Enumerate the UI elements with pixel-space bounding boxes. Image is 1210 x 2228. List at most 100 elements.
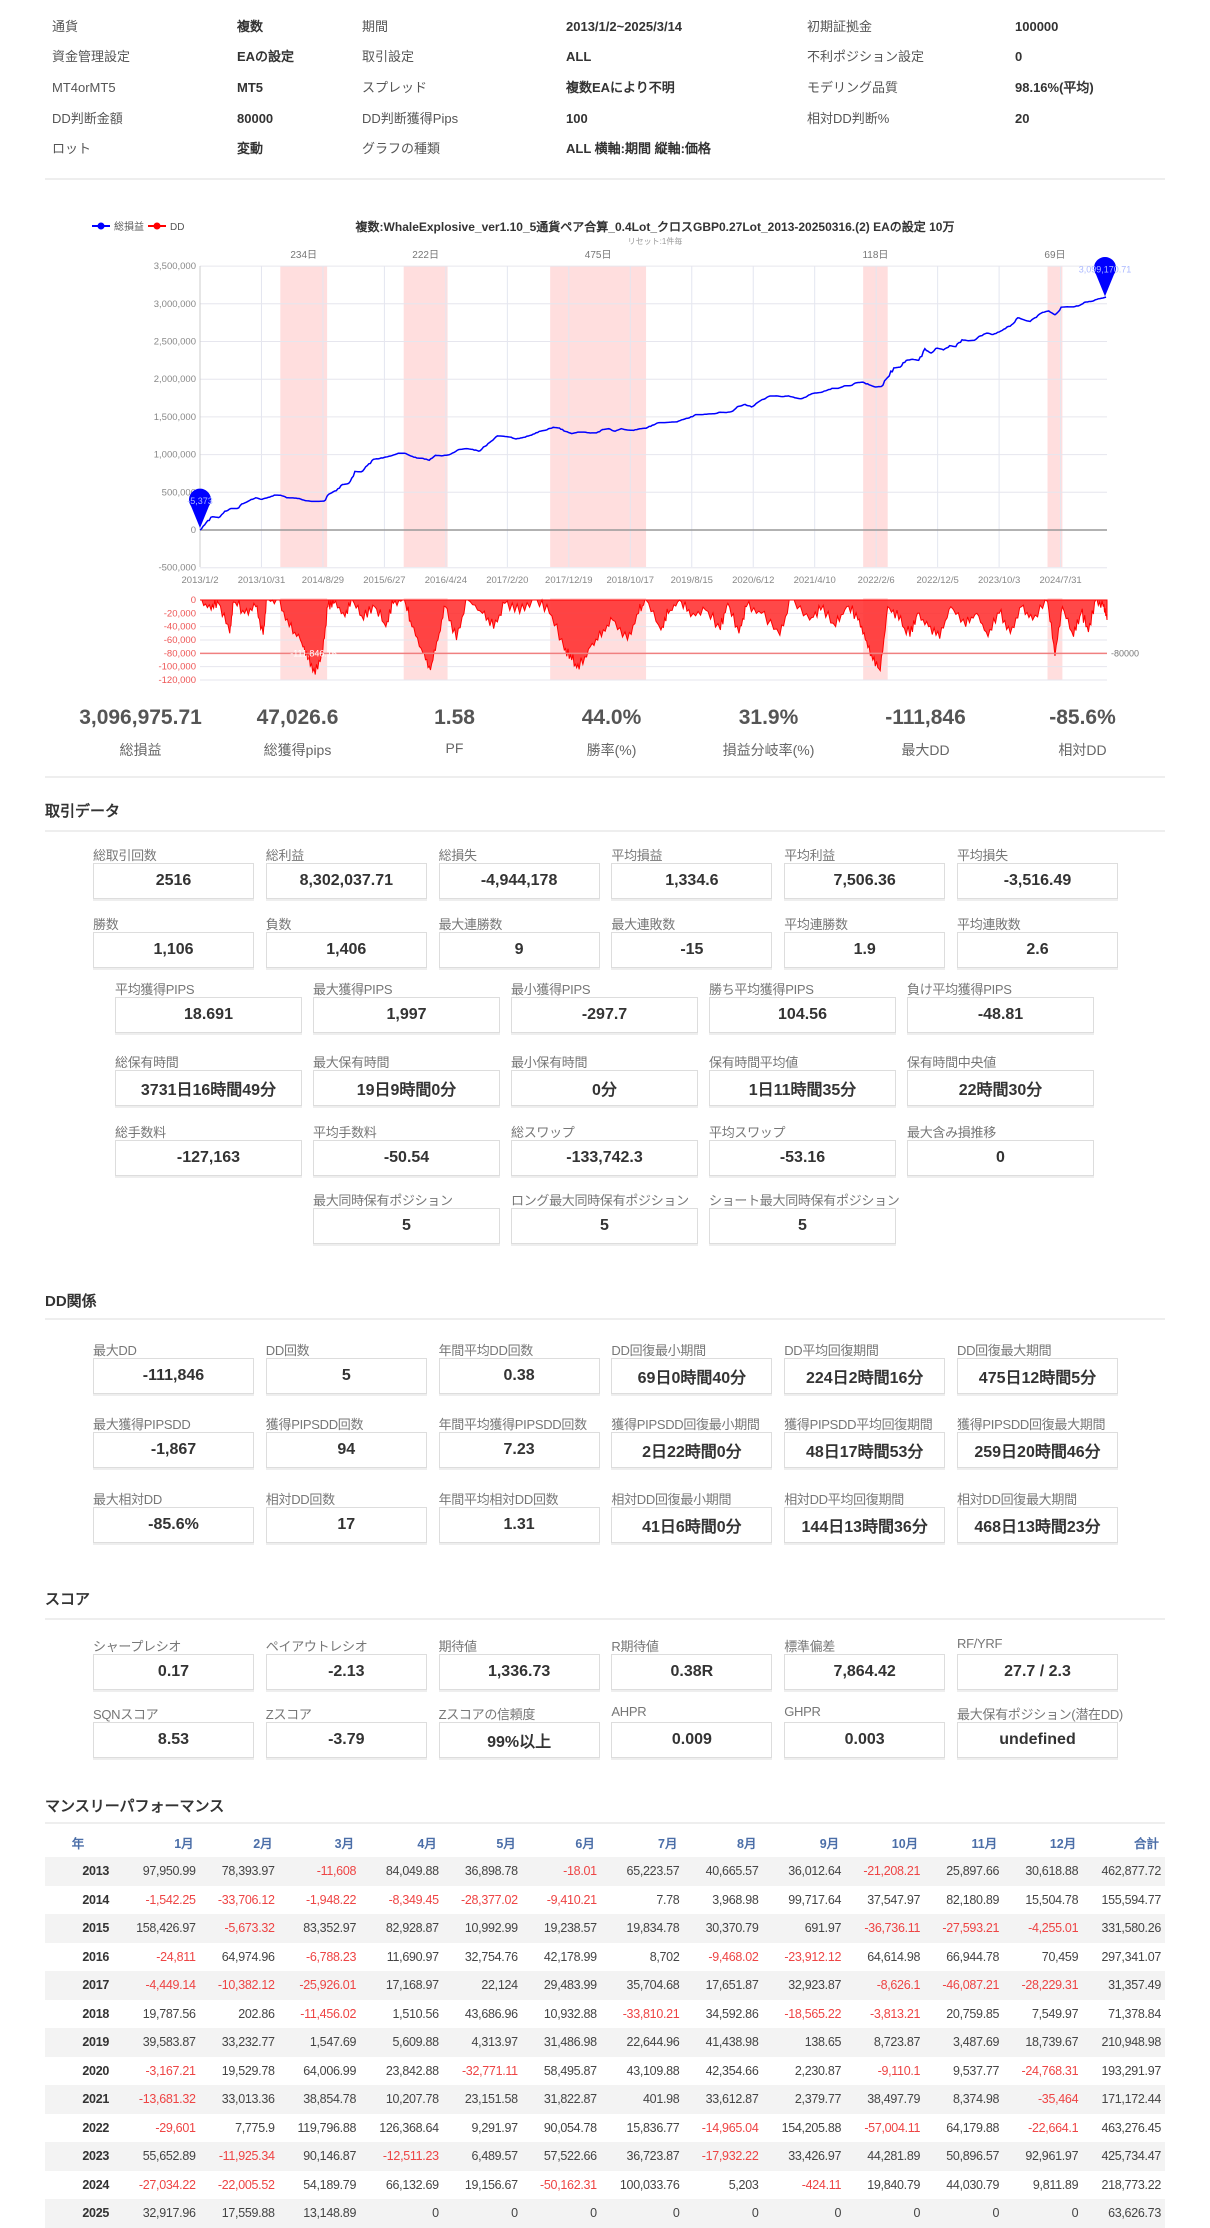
x-tick-label: 2023/10/3 — [978, 575, 1020, 586]
stat-value: 2日22時間0分 — [611, 1432, 773, 1468]
setting-label: ロット — [52, 141, 92, 156]
month-value-cell: -27,593.21 — [924, 1914, 1004, 1943]
column-header: 3月 — [334, 1836, 355, 1851]
month-value-cell: 0 — [521, 2199, 601, 2228]
x-tick-label: 2020/6/12 — [732, 575, 774, 586]
summary-item: 44.0% 勝率(%) — [533, 706, 690, 760]
month-value-cell: 119,796.88 — [297, 2120, 357, 2135]
month-value-cell: -22,005.52 — [217, 2177, 275, 2192]
year-cell: 2016 — [82, 1949, 109, 1964]
y-tick-label: 3,000,000 — [154, 299, 196, 310]
month-value-cell: 23,842.88 — [385, 2063, 439, 2078]
stat-value: 5 — [313, 1208, 500, 1244]
stat-label: 最大連勝数 — [438, 917, 503, 932]
month-value-cell: 44,030.79 — [946, 2177, 1000, 2192]
month-value-cell: 425,734.47 — [1082, 2142, 1165, 2171]
month-value-cell: -24,768.31 — [1021, 2063, 1079, 2078]
stat-value: -15 — [611, 932, 773, 968]
month-value-cell: 171,172.44 — [1082, 2085, 1165, 2114]
month-value-cell: 7,549.97 — [1031, 2006, 1079, 2021]
month-value-cell: 42,178.99 — [543, 1949, 597, 1964]
setting-value: 20 — [1015, 111, 1030, 126]
month-value-cell: 55,652.89 — [117, 2142, 200, 2171]
x-tick-label: 2018/10/17 — [607, 575, 655, 586]
column-header: 9月 — [819, 1836, 840, 1851]
year-cell: 2022 — [82, 2120, 109, 2135]
stat-value: -2.13 — [265, 1654, 427, 1690]
month-value-cell: 43,109.88 — [626, 2063, 680, 2078]
stat-value: 8.53 — [93, 1722, 254, 1758]
stat-label: 平均手数料 — [313, 1125, 377, 1140]
month-value-cell: 39,583.87 — [117, 2028, 200, 2057]
stat-value: -127,163 — [115, 1140, 302, 1176]
stat-value: 22時間30分 — [907, 1070, 1094, 1106]
month-value-cell: 90,054.78 — [543, 2120, 597, 2135]
y-tick-label: 2,000,000 — [154, 374, 196, 385]
stat-value: -1,867 — [93, 1432, 254, 1468]
column-header: 8月 — [737, 1836, 757, 1851]
column-header: 4月 — [417, 1836, 437, 1851]
month-value-cell: -4,255.01 — [1003, 1914, 1083, 1943]
month-value-cell: -1,948.22 — [306, 1892, 357, 1907]
stat-value: 5 — [709, 1208, 896, 1244]
month-value-cell: 19,840.79 — [867, 2177, 921, 2192]
year-cell: 2014 — [82, 1892, 109, 1907]
legend-dd-label: DD — [170, 222, 184, 233]
month-value-cell: 35,704.68 — [600, 1971, 684, 2000]
month-value-cell: -12,511.23 — [360, 2142, 443, 2171]
summary-label: PF — [445, 740, 464, 756]
divider — [45, 178, 1165, 180]
month-value-cell: 41,438.98 — [683, 2028, 763, 2057]
month-value-cell: 19,834.78 — [600, 1914, 684, 1943]
stat-label: 総損失 — [438, 848, 477, 863]
month-value-cell: 64,974.96 — [221, 1949, 275, 1964]
month-value-cell: 18,739.67 — [1003, 2028, 1083, 2057]
month-value-cell: -13,681.32 — [117, 2085, 200, 2114]
stat-label: 総スワップ — [511, 1125, 575, 1140]
stat-label: 総手数料 — [115, 1125, 166, 1140]
stat-value: 3731日16時間49分 — [115, 1070, 302, 1106]
month-value-cell: 13,148.89 — [278, 2199, 361, 2228]
setting-label: 初期証拠金 — [807, 19, 873, 34]
month-value-cell: 7,775.9 — [235, 2120, 275, 2135]
month-value-cell: -6,788.23 — [306, 1949, 357, 1964]
month-value-cell: 64,614.98 — [867, 1949, 921, 1964]
month-value-cell: -28,229.31 — [1003, 1971, 1083, 2000]
month-value-cell: -25,926.01 — [278, 1971, 361, 2000]
month-value-cell: 6,489.57 — [442, 2142, 522, 2171]
month-value-cell: -424.11 — [801, 2177, 842, 2192]
stat-label: DD回復最大期間 — [957, 1343, 1052, 1358]
month-value-cell: 38,854.78 — [278, 2085, 361, 2114]
column-header: 2月 — [253, 1836, 273, 1851]
table-row: 2022 -29,601 7,775.9 119,796.88 126,368.64 9,… — [45, 2114, 1165, 2143]
month-value-cell: 42,354.66 — [705, 2063, 759, 2078]
stat-value: 1,106 — [93, 932, 254, 968]
month-value-cell: -33,810.21 — [622, 2006, 680, 2021]
month-value-cell: 23,151.58 — [442, 2085, 522, 2114]
column-header: 5月 — [496, 1836, 516, 1851]
table-row: 2018 19,787.56 202.86 -11,456.02 1,510.56 43,… — [45, 2000, 1165, 2029]
setting-value: 0 — [1015, 49, 1023, 64]
month-value-cell: 31,357.49 — [1082, 1971, 1165, 2000]
year-cell: 2015 — [45, 1914, 117, 1943]
stat-label: 保有時間中央値 — [907, 1055, 996, 1070]
stat-label: 期待値 — [438, 1639, 477, 1654]
month-value-cell: 100,033.76 — [619, 2177, 680, 2192]
table-row: 2023 55,652.89 -11,925.34 90,146.87 -12,511.… — [45, 2142, 1165, 2171]
year-cell: 2021 — [45, 2085, 117, 2114]
dd-area — [200, 598, 1108, 675]
stat-value: 7,864.42 — [784, 1654, 946, 1690]
setting-value: 複数 — [237, 19, 264, 34]
month-value-cell: 99,717.64 — [788, 1892, 842, 1907]
stat-value: 18.691 — [115, 997, 302, 1033]
month-value-cell: -9,468.02 — [708, 1949, 759, 1964]
column-header: 11月 — [971, 1836, 998, 1851]
month-value-cell: 30,618.88 — [1003, 1857, 1083, 1886]
column-header: 6月 — [575, 1836, 595, 1851]
month-value-cell: 1,510.56 — [392, 2006, 440, 2021]
stat-label: 相対DD回復最小期間 — [611, 1492, 732, 1507]
dd-tick-label: -60,000 — [164, 635, 196, 646]
month-value-cell: 78,393.97 — [199, 1857, 279, 1886]
stat-label: ペイアウトレシオ — [265, 1639, 368, 1654]
summary-label: 総獲得pips — [263, 742, 332, 758]
